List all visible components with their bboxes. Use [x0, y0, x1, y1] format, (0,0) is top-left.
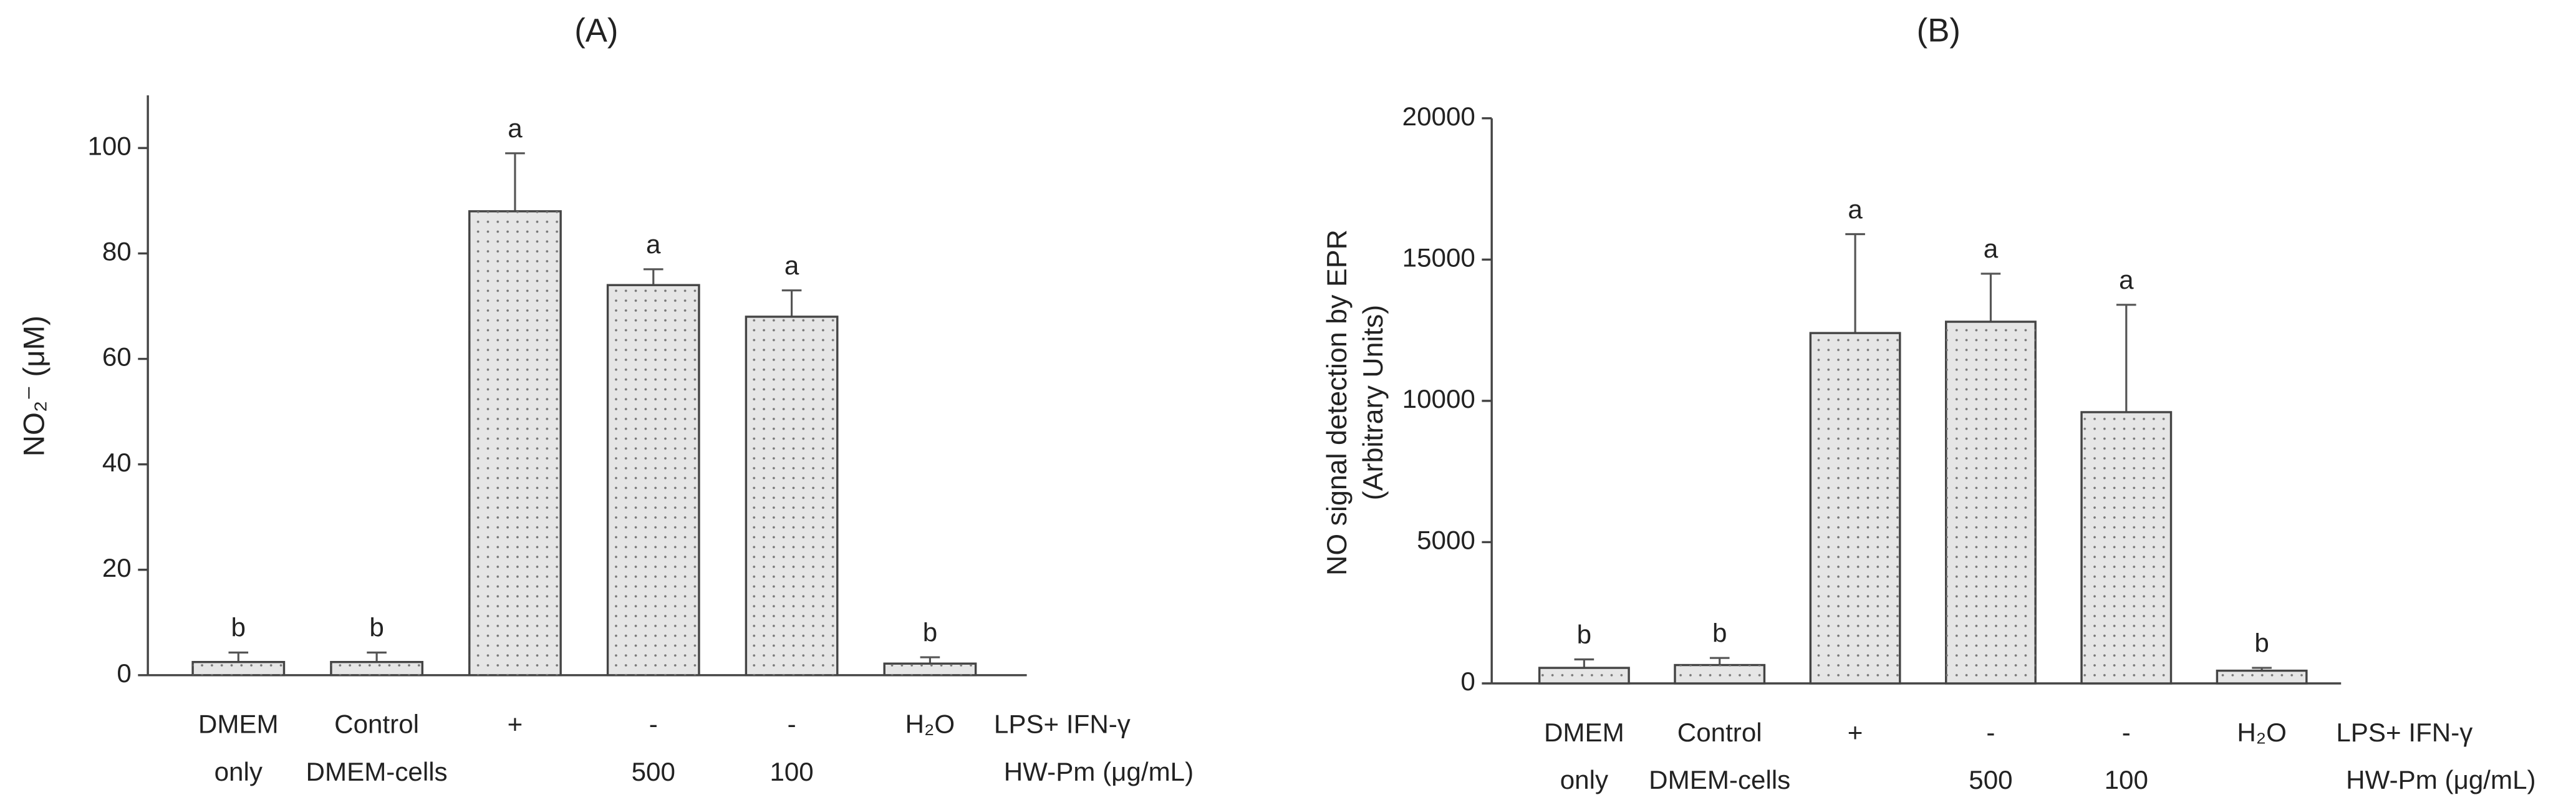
row-label: LPS+ IFN-γ: [994, 710, 1131, 739]
bar-texture: [2082, 412, 2171, 684]
y-tick-label: 15000: [1402, 243, 1475, 272]
bar-texture: [1675, 665, 1765, 684]
y-tick-label: 0: [117, 658, 131, 688]
significance-letter: a: [508, 113, 523, 143]
chart-title: (A): [574, 12, 618, 49]
significance-letter: b: [1577, 620, 1591, 649]
x-tick-label-row2: 500: [1969, 765, 2012, 794]
x-tick-label-row2: 100: [769, 757, 813, 786]
y-tick-label: 80: [102, 237, 132, 266]
y-tick-label: 60: [102, 342, 132, 372]
bar-texture: [469, 211, 561, 675]
x-tick-label-row2: only: [1560, 765, 1608, 794]
x-tick-label: -: [649, 710, 658, 739]
x-tick-label-row2: DMEM-cells: [1649, 765, 1790, 794]
y-tick-label: 0: [1460, 667, 1475, 696]
row-label: LPS+ IFN-γ: [2336, 718, 2472, 747]
y-tick-label: 100: [87, 132, 131, 161]
significance-letter: b: [2254, 628, 2269, 657]
bar-texture: [330, 662, 423, 675]
row-label: HW-Pm (μg/mL): [2346, 765, 2535, 794]
x-tick-label: H₂O: [905, 710, 955, 739]
y-tick-label: 5000: [1417, 526, 1475, 555]
x-tick-label: -: [788, 710, 796, 739]
significance-letter: a: [2119, 265, 2134, 294]
x-tick-label: -: [2122, 718, 2131, 747]
x-tick-label-row2: DMEM-cells: [306, 757, 448, 786]
y-axis-label: NO signal detection by EPR: [1321, 229, 1353, 576]
y-tick-label: 20000: [1402, 102, 1475, 131]
y-axis-label: NO₂⁻ (μM): [17, 316, 51, 456]
bar-texture: [1810, 333, 1900, 684]
row-label: HW-Pm (μg/mL): [1004, 757, 1194, 786]
bar-texture: [884, 663, 976, 675]
x-tick-label: +: [508, 710, 523, 739]
bar-texture: [607, 285, 699, 675]
x-tick-label-row2: only: [215, 757, 263, 786]
significance-letter: a: [1848, 195, 1863, 224]
significance-letter: a: [646, 229, 661, 259]
x-tick-label: -: [1986, 718, 1995, 747]
y-tick-label: 40: [102, 448, 132, 477]
significance-letter: b: [231, 613, 246, 642]
bar-texture: [1539, 668, 1629, 684]
significance-letter: b: [1712, 618, 1727, 647]
significance-letter: b: [369, 613, 384, 642]
x-tick-label-row2: 500: [632, 757, 675, 786]
x-tick-label: H₂O: [2237, 718, 2287, 747]
x-tick-label: DMEM: [1544, 718, 1624, 747]
significance-letter: a: [784, 251, 799, 280]
bar-texture: [746, 316, 837, 675]
significance-letter: a: [1984, 234, 1999, 263]
x-tick-label: Control: [1677, 718, 1762, 747]
y-axis-label: (Arbitrary Units): [1358, 305, 1389, 500]
x-tick-label: Control: [334, 710, 419, 739]
significance-letter: b: [923, 617, 937, 647]
bar-texture: [1946, 321, 2036, 684]
chart-title: (B): [1917, 12, 1961, 49]
x-tick-label-row2: 100: [2105, 765, 2148, 794]
bar-texture: [193, 662, 284, 675]
bar-texture: [2217, 670, 2307, 684]
x-tick-label: DMEM: [198, 710, 279, 739]
y-tick-label: 10000: [1402, 384, 1475, 413]
x-tick-label: +: [1848, 718, 1863, 747]
y-tick-label: 20: [102, 553, 132, 582]
